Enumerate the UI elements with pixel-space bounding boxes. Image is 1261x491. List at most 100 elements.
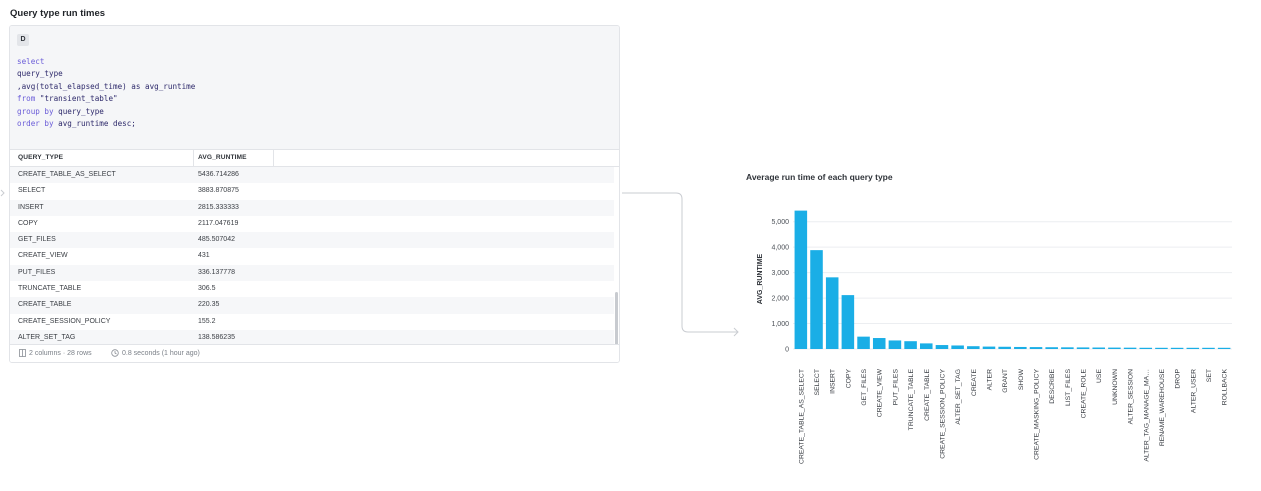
x-tick-label: CREATE_TABLE_AS_SELECT bbox=[798, 369, 805, 464]
cell-avg-runtime: 5436.714286 bbox=[198, 171, 239, 178]
table-row[interactable]: ALTER_SET_TAG 138.586235 bbox=[10, 329, 614, 347]
bar[interactable] bbox=[1061, 347, 1074, 349]
bar[interactable] bbox=[872, 338, 886, 349]
sql-code[interactable]: select query_type ,avg(total_elapsed_time)… bbox=[17, 56, 195, 130]
x-tick-label: ALTER_SET_TAG bbox=[955, 369, 962, 425]
bar[interactable] bbox=[810, 250, 823, 349]
x-tick-label: USE bbox=[1096, 369, 1103, 383]
y-tick-label: 5,000 bbox=[771, 219, 789, 226]
bar[interactable] bbox=[1014, 346, 1027, 349]
x-tick-label: DESCRIBE bbox=[1049, 369, 1056, 404]
cell-query-type: INSERT bbox=[18, 203, 44, 211]
x-tick-label: CREATE_TABLE bbox=[924, 369, 931, 421]
table-scrollbar[interactable] bbox=[615, 292, 618, 360]
x-tick-label: CREATE_SESSION_POLICY bbox=[939, 369, 946, 459]
cell-avg-runtime: 155.2 bbox=[198, 317, 216, 325]
cell-query-type: CREATE_TABLE bbox=[18, 301, 72, 309]
x-tick-label: SET bbox=[1206, 369, 1213, 382]
bar[interactable] bbox=[794, 210, 808, 349]
bar[interactable] bbox=[919, 343, 933, 349]
bar[interactable] bbox=[1186, 347, 1200, 349]
timing-text: 0.8 seconds (1 hour ago) bbox=[122, 349, 200, 357]
cell-avg-runtime: 336.137778 bbox=[198, 268, 235, 276]
bar[interactable] bbox=[1155, 347, 1168, 349]
bar[interactable] bbox=[1076, 347, 1090, 349]
x-tick-label: CREATE_MASKING_POLICY bbox=[1034, 369, 1041, 460]
bar[interactable] bbox=[982, 346, 996, 349]
code-line: from "transient_table" bbox=[17, 94, 118, 104]
y-tick-label: 0 bbox=[785, 347, 789, 354]
bar[interactable] bbox=[1029, 347, 1043, 349]
code-line: ,avg(total_elapsed_time) as avg_runtime bbox=[17, 81, 196, 91]
bar[interactable] bbox=[1202, 347, 1215, 349]
cell-avg-runtime: 2815.333333 bbox=[198, 203, 239, 211]
bar[interactable] bbox=[967, 346, 980, 349]
cell-query-type: PUT_FILES bbox=[18, 268, 56, 276]
cell-query-type: COPY bbox=[18, 219, 38, 227]
engine-badge[interactable]: D bbox=[17, 34, 29, 46]
cell-avg-runtime: 306.5 bbox=[198, 285, 216, 293]
table-row[interactable]: SELECT 3883.870875 bbox=[10, 183, 614, 199]
x-tick-label: INSERT bbox=[830, 369, 837, 394]
x-tick-label: ALTER_TAG_MANAGE_MA… bbox=[1143, 369, 1150, 462]
row-count: 2 columns · 28 rows bbox=[19, 349, 92, 357]
table-header: QUERY_TYPE AVG_RUNTIME bbox=[10, 150, 619, 167]
x-tick-label: GRANT bbox=[1002, 369, 1009, 393]
cell-query-type: TRUNCATE_TABLE bbox=[18, 285, 82, 293]
cell-query-type: CREATE_TABLE_AS_SELECT bbox=[18, 171, 116, 178]
query-timing: 0.8 seconds (1 hour ago) bbox=[111, 349, 200, 357]
x-tick-label: ALTER_SESSION bbox=[1128, 369, 1135, 424]
bar[interactable] bbox=[1217, 347, 1231, 349]
columns-icon bbox=[19, 349, 26, 357]
table-row[interactable]: TRUNCATE_TABLE 306.5 bbox=[10, 281, 614, 297]
bar[interactable] bbox=[951, 345, 964, 349]
table-row[interactable]: COPY 2117.047619 bbox=[10, 216, 614, 232]
cell-query-type: GET_FILES bbox=[18, 236, 56, 244]
chart-title: Average run time of each query type bbox=[746, 172, 893, 182]
table-row[interactable]: CREATE_SESSION_POLICY 155.2 bbox=[10, 314, 614, 330]
x-tick-label: CREATE_VIEW bbox=[877, 368, 884, 417]
x-tick-label: ALTER bbox=[986, 369, 993, 390]
table-row[interactable]: CREATE_TABLE 220.35 bbox=[10, 297, 614, 314]
bar[interactable] bbox=[904, 341, 917, 349]
column-header-avg-runtime[interactable]: AVG_RUNTIME bbox=[194, 150, 274, 166]
x-tick-label: ALTER_USER bbox=[1190, 369, 1197, 413]
x-tick-label: CREATE bbox=[971, 369, 978, 397]
bar[interactable] bbox=[1045, 347, 1058, 349]
sql-editor[interactable]: D select query_type ,avg(total_elapsed_tim… bbox=[10, 26, 619, 150]
column-header-query-type[interactable]: QUERY_TYPE bbox=[18, 150, 194, 166]
bar[interactable] bbox=[825, 277, 839, 349]
x-tick-label: ROLLBACK bbox=[1222, 369, 1229, 406]
bar[interactable] bbox=[1139, 347, 1153, 349]
y-tick-label: 4,000 bbox=[771, 245, 789, 252]
cell-query-type: SELECT bbox=[18, 187, 46, 195]
table-row[interactable]: GET_FILES 485.507042 bbox=[10, 232, 614, 249]
cell-avg-runtime: 220.35 bbox=[198, 301, 220, 309]
cell-avg-runtime: 431 bbox=[198, 252, 210, 260]
y-tick-label: 1,000 bbox=[771, 321, 789, 328]
bar[interactable] bbox=[1092, 347, 1106, 349]
bar[interactable] bbox=[935, 345, 949, 349]
bar[interactable] bbox=[998, 346, 1011, 349]
table-row[interactable]: PUT_FILES 336.137778 bbox=[10, 264, 614, 282]
bar[interactable] bbox=[841, 295, 855, 349]
query-panel: D select query_type ,avg(total_elapsed_tim… bbox=[9, 25, 620, 363]
code-line: order by avg_runtime desc; bbox=[17, 119, 136, 129]
cell-query-type: CREATE_SESSION_POLICY bbox=[18, 317, 111, 325]
bar[interactable] bbox=[1123, 347, 1137, 349]
bar[interactable] bbox=[857, 336, 870, 349]
code-line: select bbox=[17, 57, 45, 66]
table-row[interactable]: CREATE_TABLE_AS_SELECT 5436.714286 bbox=[10, 167, 614, 184]
code-line: query_type bbox=[17, 69, 63, 79]
bar[interactable] bbox=[888, 340, 902, 349]
table-row[interactable]: CREATE_VIEW 431 bbox=[10, 248, 614, 264]
x-tick-label: DROP bbox=[1175, 369, 1182, 389]
bar[interactable] bbox=[1108, 347, 1121, 349]
x-tick-label: SELECT bbox=[814, 369, 821, 395]
clock-icon bbox=[111, 349, 119, 357]
table-row[interactable]: INSERT 2815.333333 bbox=[10, 199, 614, 216]
bar[interactable] bbox=[1170, 347, 1184, 349]
x-tick-label: RENAME_WAREHOUSE bbox=[1159, 369, 1166, 447]
x-tick-label: CREATE_ROLE bbox=[1081, 369, 1088, 419]
